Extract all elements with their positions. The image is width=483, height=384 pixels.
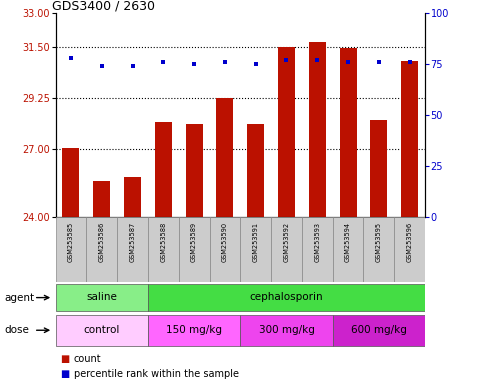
Bar (185, 124, 202, 217)
Bar (86, 217, 117, 282)
Text: GSM253589: GSM253589 (191, 222, 197, 262)
Point (252, 61, 259, 67)
Bar (394, 217, 425, 282)
Point (221, 59, 229, 65)
Text: ■: ■ (60, 369, 70, 379)
Text: GSM253585: GSM253585 (68, 222, 74, 262)
Bar (333, 315, 425, 346)
Bar (340, 48, 356, 217)
Point (128, 63, 136, 70)
Bar (364, 217, 394, 282)
Point (159, 59, 167, 65)
Bar (240, 315, 333, 346)
Text: GSM253595: GSM253595 (376, 222, 382, 262)
Bar (148, 315, 241, 346)
Bar (148, 217, 179, 282)
Bar (124, 177, 141, 217)
Bar (117, 217, 148, 282)
Bar (278, 47, 295, 217)
Bar (62, 148, 79, 217)
Bar (179, 217, 210, 282)
Text: GSM253590: GSM253590 (222, 222, 228, 262)
Text: GSM253591: GSM253591 (253, 222, 259, 262)
Bar (309, 42, 326, 217)
Bar (148, 284, 425, 311)
Text: GSM253587: GSM253587 (129, 222, 136, 262)
Point (406, 59, 413, 65)
Text: cephalosporin: cephalosporin (250, 292, 323, 302)
Text: GSM253588: GSM253588 (160, 222, 166, 262)
Text: count: count (74, 354, 101, 364)
Bar (333, 217, 364, 282)
Bar (247, 124, 264, 217)
Text: saline: saline (86, 292, 117, 302)
Point (190, 61, 198, 67)
Point (98, 63, 106, 70)
Text: percentile rank within the sample: percentile rank within the sample (74, 369, 239, 379)
Text: GSM253593: GSM253593 (314, 222, 320, 262)
Bar (56, 315, 148, 346)
Bar (93, 181, 110, 217)
Bar (56, 217, 86, 282)
Point (67, 55, 75, 61)
Bar (401, 61, 418, 217)
Text: GSM253594: GSM253594 (345, 222, 351, 262)
Text: control: control (84, 324, 120, 334)
Text: agent: agent (5, 293, 35, 303)
Text: GSM253592: GSM253592 (284, 222, 289, 262)
Text: 150 mg/kg: 150 mg/kg (166, 324, 222, 334)
Bar (240, 217, 271, 282)
Point (283, 57, 290, 63)
Bar (302, 217, 333, 282)
Bar (210, 217, 240, 282)
Point (375, 59, 383, 65)
Bar (216, 98, 233, 217)
Bar (271, 217, 302, 282)
Text: 600 mg/kg: 600 mg/kg (351, 324, 407, 334)
Bar (56, 284, 148, 311)
Text: GDS3400 / 2630: GDS3400 / 2630 (52, 0, 155, 12)
Text: ■: ■ (60, 354, 70, 364)
Text: dose: dose (5, 325, 30, 335)
Text: GSM253596: GSM253596 (407, 222, 412, 262)
Bar (370, 120, 387, 217)
Point (313, 57, 321, 63)
Bar (155, 122, 172, 217)
Text: GSM253586: GSM253586 (99, 222, 105, 262)
Text: 300 mg/kg: 300 mg/kg (258, 324, 314, 334)
Point (344, 59, 352, 65)
